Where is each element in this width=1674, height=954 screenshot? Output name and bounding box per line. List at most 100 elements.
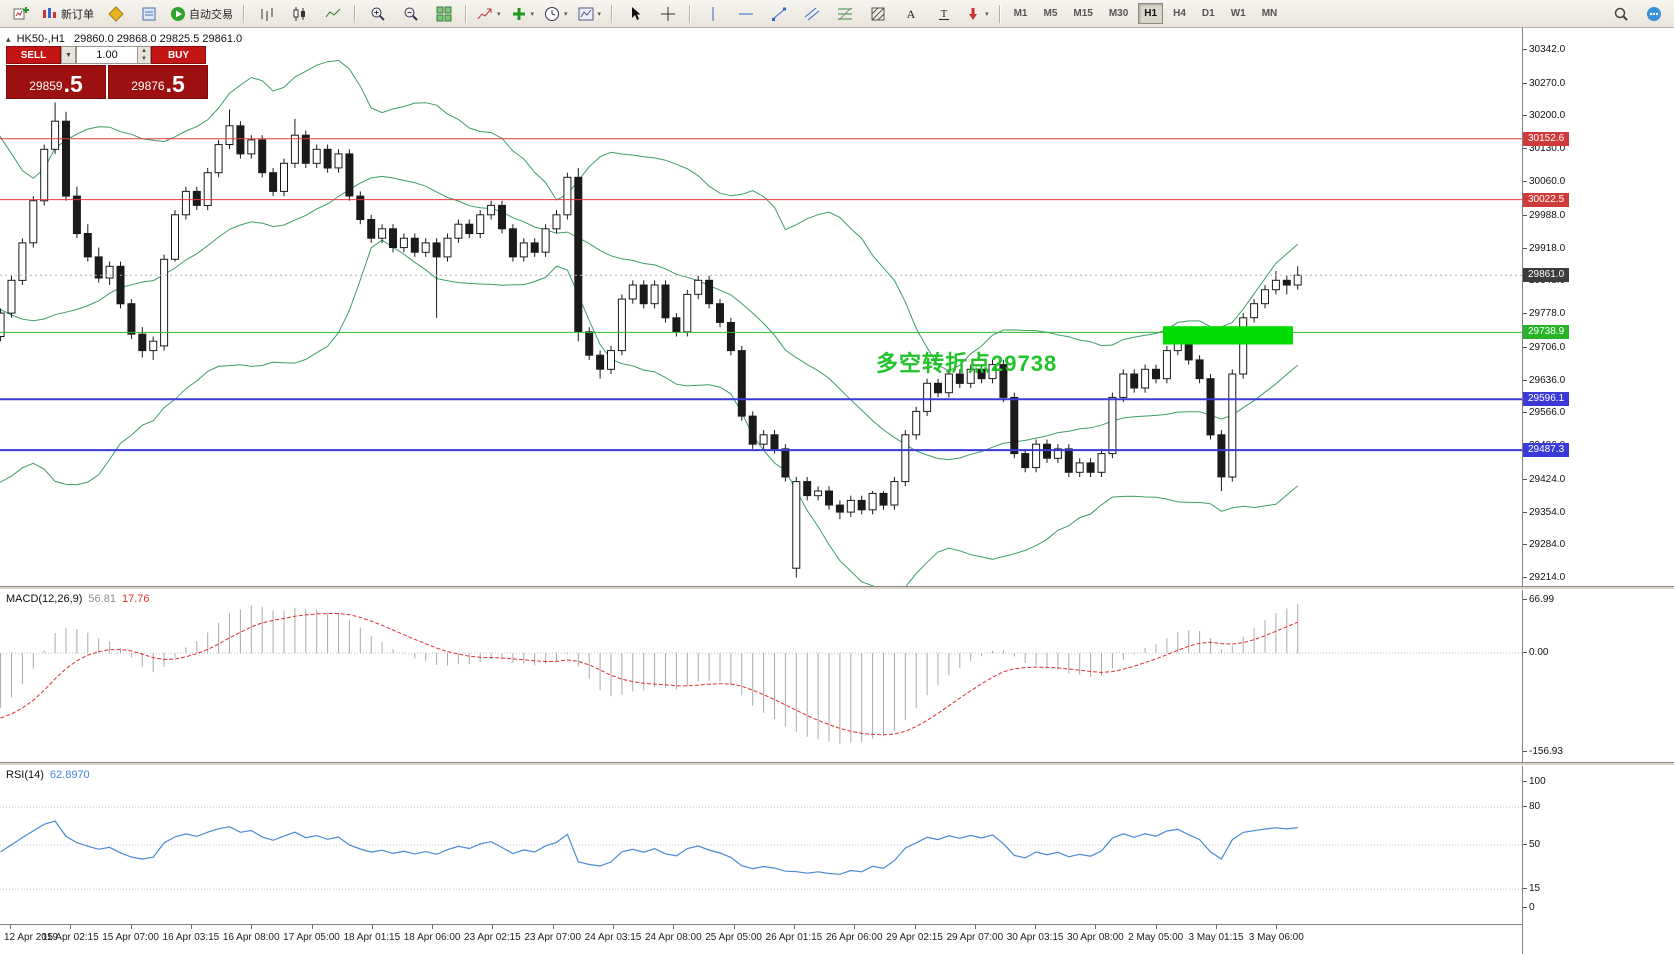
- rsi-panel[interactable]: RSI(14) 62.8970: [0, 766, 1522, 924]
- market-watch-button[interactable]: [100, 2, 131, 26]
- data-window-button[interactable]: [133, 2, 164, 26]
- add-indicator-button[interactable]: ▾: [507, 2, 539, 26]
- price-tick: 29284.0: [1522, 539, 1566, 551]
- shapes-button[interactable]: [862, 2, 893, 26]
- tile-windows-button[interactable]: [428, 2, 459, 26]
- price-tick: 80: [1522, 801, 1541, 813]
- crosshair-button[interactable]: [652, 2, 683, 26]
- candlestick-chart-canvas[interactable]: [0, 28, 1522, 586]
- price-tick: 30130.0: [1522, 143, 1566, 155]
- price-marker: 29596.1: [1523, 392, 1570, 407]
- shapes-icon: [870, 6, 886, 22]
- stepper-up-icon[interactable]: ▲: [141, 48, 147, 54]
- indicators-button[interactable]: ▾: [473, 2, 505, 26]
- rsi-window-splitter[interactable]: [0, 762, 1674, 766]
- candlestick-chart-button[interactable]: [284, 2, 315, 26]
- buy-price-display[interactable]: 29876.5: [108, 65, 208, 99]
- timeframe-d1-button[interactable]: D1: [1201, 8, 1215, 19]
- chat-icon: [1646, 6, 1662, 22]
- fibonacci-button[interactable]: [829, 2, 860, 26]
- toolbar-separator: [354, 4, 356, 23]
- time-axis-label: 26 Apr 01:15: [765, 932, 823, 943]
- macd-label: MACD(12,26,9): [6, 593, 83, 605]
- time-axis-label: 23 Apr 07:00: [524, 932, 582, 943]
- sell-price-display[interactable]: 29859.5: [6, 65, 106, 99]
- macd-panel[interactable]: MACD(12,26,9) 56.81 17.76: [0, 590, 1522, 762]
- new-order-button-label: 新订单: [61, 8, 94, 21]
- bar-chart-button[interactable]: [251, 2, 282, 26]
- symbol-ohlc-values: 29860.0 29868.0 29825.5 29861.0: [73, 33, 243, 45]
- time-axis-tick: [371, 925, 373, 929]
- timeframe-m15-button[interactable]: M15: [1073, 8, 1093, 19]
- time-axis-tick: [974, 925, 976, 929]
- templates-button[interactable]: ▾: [574, 2, 606, 26]
- price-tick: 29424.0: [1522, 473, 1566, 485]
- macd-window-splitter[interactable]: [0, 586, 1674, 590]
- price-tick: 29706.0: [1522, 341, 1566, 353]
- community-button[interactable]: [1638, 2, 1669, 26]
- fibo-icon: [837, 6, 853, 22]
- timeframe-h1-button[interactable]: H1: [1138, 3, 1164, 24]
- time-axis-tick: [613, 925, 614, 929]
- time-axis-label: 30 Apr 08:00: [1067, 932, 1124, 943]
- timeframe-m1-button[interactable]: M1: [1013, 8, 1028, 19]
- timeframe-mn-button[interactable]: MN: [1261, 8, 1278, 19]
- stepper-down-icon[interactable]: ▼: [141, 56, 147, 62]
- price-tick: 29778.0: [1522, 308, 1566, 320]
- timeframe-h4-button[interactable]: H4: [1173, 8, 1186, 19]
- volume-input[interactable]: [76, 46, 138, 64]
- dropdown-caret-icon: ▾: [564, 10, 568, 18]
- timeframe-m5-button[interactable]: M5: [1043, 8, 1058, 19]
- time-axis-tick: [311, 925, 313, 929]
- timeframe-m30-button[interactable]: M30: [1108, 8, 1129, 19]
- vertical-line-button[interactable]: [697, 2, 728, 26]
- collapse-chart-icon[interactable]: ▴: [6, 34, 11, 44]
- arrows-button[interactable]: ▾: [961, 2, 993, 26]
- price-marker: 29861.0: [1523, 268, 1570, 283]
- toolbar: 新订单 自动交易 ▾ ▾ ▾ ▾ A T ▾ M1 M5 M15 M30 H1 H4 D1 W1 MN: [0, 0, 1674, 28]
- timeframe-w1-button[interactable]: W1: [1230, 8, 1246, 19]
- time-axis-tick: [673, 925, 675, 929]
- trendline-button[interactable]: [763, 2, 794, 26]
- time-axis-tick: [251, 925, 253, 929]
- equidistant-channel-button[interactable]: [796, 2, 827, 26]
- arrow-icon: [965, 6, 981, 22]
- macd-signal-value: 17.76: [121, 593, 150, 605]
- line-chart-button[interactable]: [317, 2, 348, 26]
- cursor-button[interactable]: [619, 2, 650, 26]
- symbol-name: HK50-,H1: [16, 33, 65, 45]
- text-button[interactable]: A: [895, 2, 926, 26]
- cursor-icon: [627, 6, 643, 22]
- zoom-out-button[interactable]: [395, 2, 426, 26]
- time-axis-label: 29 Apr 02:15: [886, 932, 943, 943]
- price-tick: 29566.0: [1522, 407, 1566, 419]
- volume-dropdown-caret-icon[interactable]: ▼: [61, 46, 76, 64]
- magnifier-icon: [1613, 6, 1629, 22]
- rsi-header: RSI(14) 62.8970: [6, 769, 90, 781]
- main-chart-window[interactable]: ▴ HK50-,H1 29860.0 29868.0 29825.5 29861…: [0, 28, 1522, 586]
- text-label-button[interactable]: T: [928, 2, 959, 26]
- time-axis[interactable]: 12 Apr 2019 15 Apr 02:15 15 Apr 07:00 16 Ap…: [0, 924, 1522, 954]
- zoom-in-button[interactable]: [362, 2, 393, 26]
- dropdown-caret-icon: ▾: [985, 10, 989, 18]
- price-axis[interactable]: 30342.0 30270.0 30200.0 30130.0 30060.0 29988…: [1522, 28, 1674, 954]
- price-tick: 29354.0: [1522, 506, 1566, 518]
- time-axis-tick: [130, 925, 132, 929]
- rsi-label: RSI(14): [6, 769, 44, 781]
- buy-button[interactable]: BUY: [151, 46, 206, 64]
- time-axis-label: 15 Apr 02:15: [41, 932, 99, 943]
- autotrading-button[interactable]: 自动交易: [166, 2, 237, 26]
- hline-icon: [738, 6, 754, 22]
- zoom-in-icon: [370, 6, 386, 22]
- volume-stepper[interactable]: ▲ ▼: [138, 46, 151, 64]
- horizontal-line-button[interactable]: [730, 2, 761, 26]
- new-order-button[interactable]: 新订单: [38, 2, 98, 26]
- sell-button[interactable]: SELL: [6, 46, 61, 64]
- price-tick: 66.99: [1522, 594, 1555, 605]
- dropdown-caret-icon: ▾: [530, 10, 535, 18]
- periods-button[interactable]: ▾: [540, 2, 572, 26]
- search-button[interactable]: [1605, 2, 1636, 26]
- toolbar-separator: [689, 4, 692, 23]
- price-tick: 30270.0: [1522, 77, 1566, 89]
- new-chart-button[interactable]: [5, 2, 36, 26]
